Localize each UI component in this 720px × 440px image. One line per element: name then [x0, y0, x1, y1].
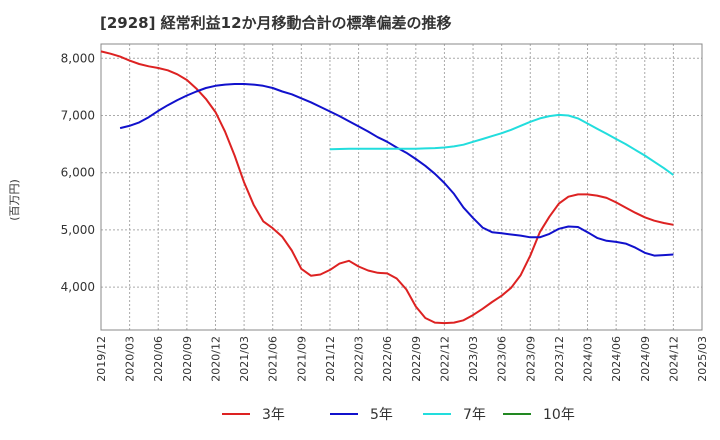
y-tick-label: 6,000 [61, 166, 95, 180]
x-tick-label: 2022/06 [381, 336, 394, 382]
series-line-3年 [100, 50, 674, 325]
x-tick-label: 2020/12 [209, 336, 222, 382]
series-lines [100, 50, 674, 325]
series-line-5年 [119, 83, 674, 257]
y-tick-label: 5,000 [61, 223, 95, 237]
legend-label: 5年 [370, 407, 393, 423]
axes: 4,000 5,000 6,000 7,000 8,000 2019/12 2020/03 2… [61, 43, 709, 382]
chart-title: [2928] 経常利益12か月移動合計の標準偏差の推移 [100, 14, 452, 32]
legend: 3年 5年 7年 10年 [222, 407, 575, 423]
x-tick-label: 2023/12 [553, 336, 566, 382]
x-tick-label: 2024/03 [582, 336, 595, 382]
y-axis-label: (百万円) [8, 179, 21, 221]
x-tick-label: 2024/09 [639, 336, 652, 382]
x-tick-label: 2022/03 [353, 336, 366, 382]
series-line-7年 [329, 113, 674, 176]
x-tick-label: 2023/03 [467, 336, 480, 382]
legend-label: 10年 [543, 407, 575, 423]
x-tick-label: 2023/09 [524, 336, 537, 382]
x-tick-label: 2021/03 [238, 336, 251, 382]
x-tick-label: 2020/06 [152, 336, 165, 382]
x-tick-label: 2020/09 [181, 336, 194, 382]
grid-lines [100, 44, 703, 330]
x-tick-label: 2024/06 [610, 336, 623, 382]
x-tick-label: 2023/06 [496, 336, 509, 382]
y-tick-label: 8,000 [61, 51, 95, 65]
x-tick-label: 2022/09 [410, 336, 423, 382]
y-tick-label: 4,000 [61, 280, 95, 294]
x-tick-label: 2024/12 [667, 336, 680, 382]
x-tick-label: 2025/03 [696, 336, 709, 382]
legend-label: 3年 [262, 407, 285, 423]
x-tick-label: 2020/03 [124, 336, 137, 382]
x-tick-label: 2021/12 [324, 336, 337, 382]
x-tick-label: 2021/06 [267, 336, 280, 382]
legend-label: 7年 [463, 407, 486, 423]
y-tick-label: 7,000 [61, 109, 95, 123]
x-tick-label: 2022/12 [438, 336, 451, 382]
x-tick-label: 2019/12 [95, 336, 108, 382]
plot-frame [100, 43, 703, 331]
x-tick-label: 2021/09 [295, 336, 308, 382]
